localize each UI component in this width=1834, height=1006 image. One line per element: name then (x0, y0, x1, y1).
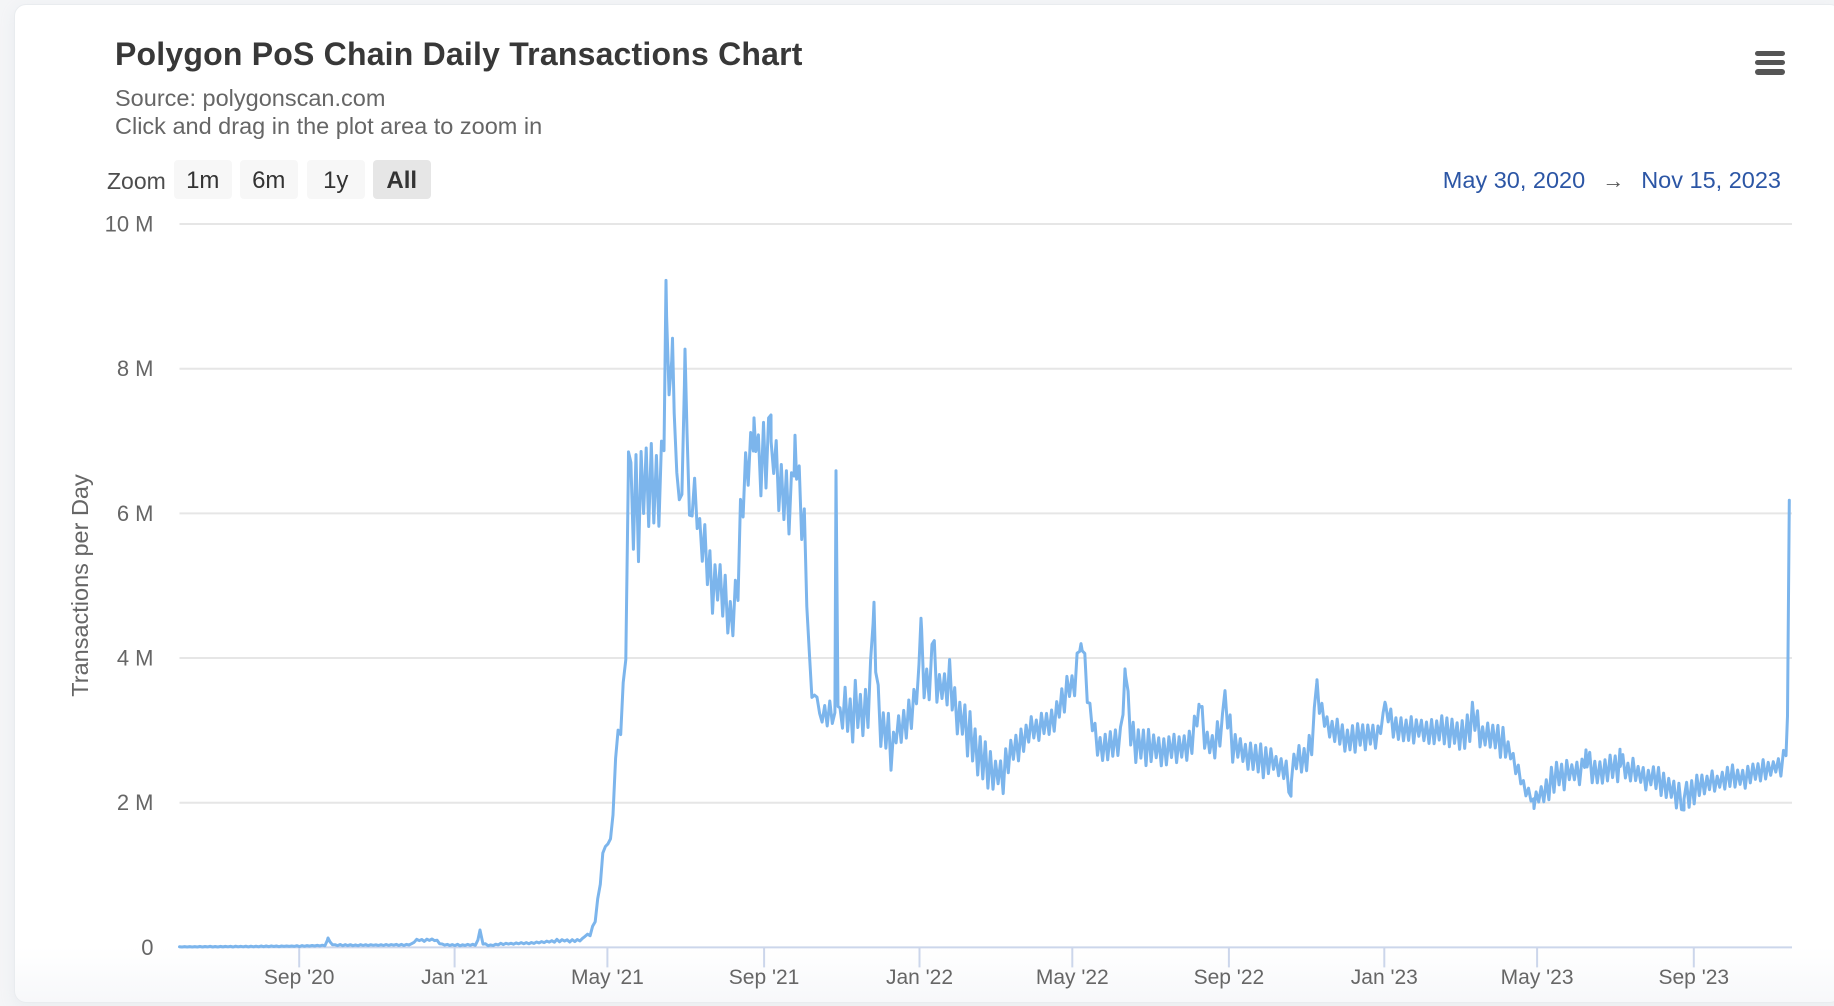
svg-text:Sep '22: Sep '22 (1194, 966, 1265, 989)
svg-text:0: 0 (141, 935, 153, 960)
svg-text:Transactions per Day: Transactions per Day (67, 474, 93, 697)
svg-text:6 M: 6 M (117, 501, 154, 526)
svg-text:10 M: 10 M (105, 212, 154, 237)
svg-text:Sep '23: Sep '23 (1659, 966, 1730, 989)
svg-text:May '22: May '22 (1036, 966, 1109, 989)
svg-text:Sep '20: Sep '20 (264, 966, 335, 989)
svg-text:Jan '22: Jan '22 (886, 966, 953, 989)
svg-text:May '23: May '23 (1501, 966, 1574, 989)
svg-text:8 M: 8 M (117, 356, 154, 381)
svg-text:Jan '23: Jan '23 (1351, 966, 1418, 989)
svg-text:Jan '21: Jan '21 (421, 966, 488, 989)
svg-text:2 M: 2 M (117, 790, 154, 815)
svg-text:4 M: 4 M (117, 646, 154, 671)
svg-text:May '21: May '21 (571, 966, 644, 989)
svg-text:Sep '21: Sep '21 (729, 966, 800, 989)
